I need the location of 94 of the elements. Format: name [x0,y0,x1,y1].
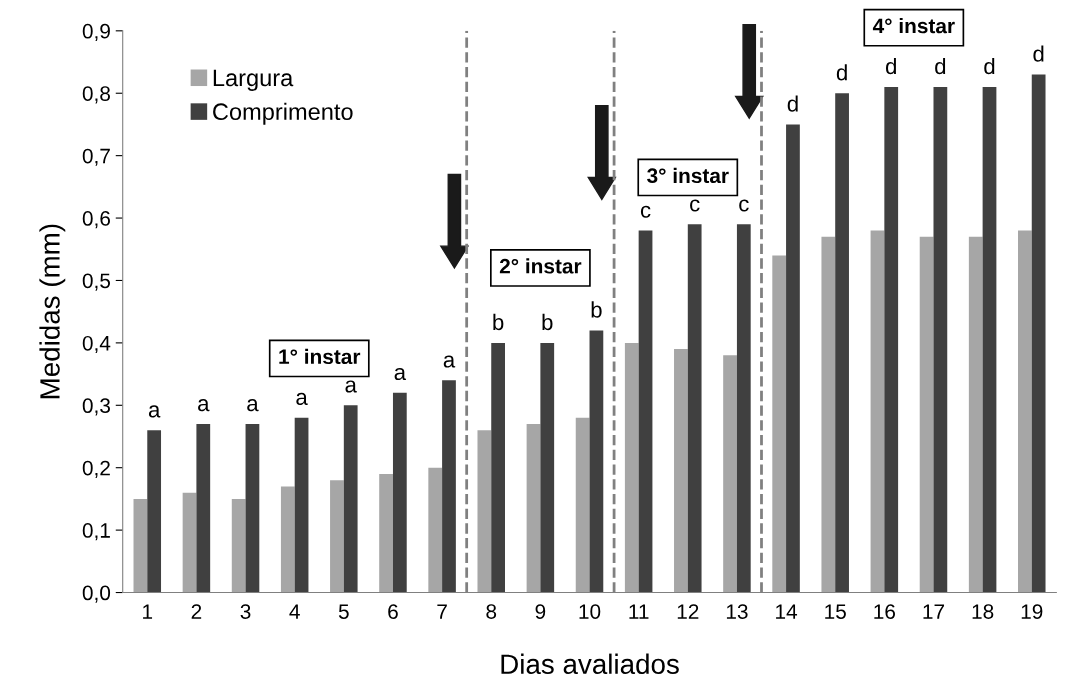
annotation: 3° instar [647,167,729,184]
annotation: a [247,399,259,412]
bar [330,480,344,593]
annotation: b [493,313,504,331]
y-tick-label: 0,7 [82,148,110,166]
bar [540,342,555,593]
x-tick-label: 6 [388,604,398,619]
y-tick-label: 0,1 [82,523,110,541]
bar [982,86,997,593]
bar [294,417,309,593]
annotation: a [198,399,210,412]
bar [589,330,604,593]
x-tick-label: 16 [874,604,896,619]
bar [624,342,639,593]
y-tick-label: 0,8 [82,86,110,104]
bar [343,405,358,593]
bar [884,86,899,593]
bar [674,349,688,593]
x-tick-label: 15 [825,604,846,619]
annotation: d [836,64,847,81]
y-tick-label: 0,0 [82,585,111,603]
x-tick-label: 4 [289,604,300,619]
bar [491,342,505,593]
bar [575,417,590,593]
bar [1031,74,1046,593]
bar [835,93,849,593]
x-tick-label: 14 [776,604,798,619]
bar [870,230,885,593]
annotation: d [1033,45,1044,62]
annotation: b [591,301,602,318]
bar [392,392,407,593]
annotation: c [739,199,749,212]
x-axis-title: Dias avaliados [501,653,679,675]
y-tick-label: 0,3 [82,398,110,416]
annotation: 2° instar [499,258,582,274]
bar [133,498,148,593]
bar [786,124,800,593]
bar [245,424,260,593]
bar [968,236,983,593]
y-axis-title: Medidas (mm) [39,224,66,399]
bar [919,236,934,593]
x-tick-label: 12 [677,604,699,619]
x-tick-label: 13 [726,604,748,619]
legend-label: Comprimento [213,102,353,125]
x-tick-label: 7 [437,604,447,619]
annotation: a [345,380,357,393]
x-tick-label: 18 [972,604,994,619]
bar [1018,230,1032,593]
x-tick-label: 10 [579,604,601,619]
bar [772,255,787,593]
bar [379,473,393,593]
bar [526,424,541,593]
annotation: a [296,392,308,406]
annotation: b [542,313,553,331]
bar [428,467,443,593]
bar [196,424,211,593]
annotation: 4° instar [872,17,955,34]
annotation: d [935,57,946,75]
x-tick-label: 2 [191,604,202,619]
bar [231,498,246,593]
annotation: d [885,57,896,75]
y-tick-label: 0,5 [82,273,111,291]
bar [477,430,492,593]
x-tick-label: 11 [629,604,649,619]
annotation: c [640,205,651,218]
bar [821,236,836,593]
y-tick-label: 0,4 [82,335,111,354]
bar [933,86,948,593]
bar [182,492,197,593]
bar [442,380,456,593]
y-tick-label: 0,9 [82,23,110,42]
annotation: d [787,95,798,112]
annotation: c [690,199,700,212]
bar [687,224,702,593]
x-tick-label: 5 [338,604,349,619]
bar [638,230,653,593]
x-tick-label: 8 [486,604,497,619]
legend-label: Largura [213,69,294,91]
x-tick-label: 9 [535,604,546,619]
annotation: a [148,405,161,418]
x-tick-label: 19 [1021,604,1043,619]
x-tick-label: 3 [240,604,251,619]
x-tick-label: 17 [923,604,945,619]
bar [723,355,737,593]
x-tick-label: 1 [143,604,153,619]
bar [147,430,162,593]
annotation: a [443,355,456,368]
bar [736,224,751,593]
bar [280,486,295,593]
annotation: d [984,57,995,75]
y-tick-label: 0,6 [82,211,110,229]
annotation: a [394,367,407,381]
y-tick-label: 0,2 [82,460,110,478]
annotation: 1° instar [279,348,361,365]
